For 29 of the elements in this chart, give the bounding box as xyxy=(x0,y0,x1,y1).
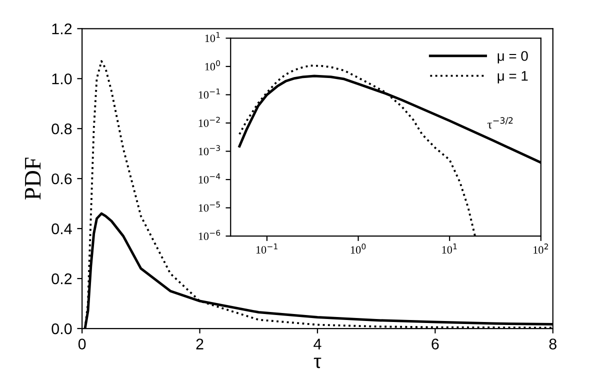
y-tick-label: 1.0 xyxy=(52,73,72,84)
y-tick-label: 0.8 xyxy=(52,123,72,134)
annotation: τ$^{−3/2}$ xyxy=(488,117,513,129)
legend-label: μ = 0 xyxy=(498,51,528,64)
y-tick-label: 10$^{−3}$ xyxy=(198,145,220,156)
x-tick-label: 0 xyxy=(78,338,86,350)
y-tick-label: 0.0 xyxy=(52,323,72,334)
x-tick-label: 10$^{1}$ xyxy=(442,244,457,254)
y-tick-label: 10$^{−2}$ xyxy=(198,116,220,127)
x-tick-label: 10$^{0}$ xyxy=(350,244,366,254)
x-tick-label: 10$^{−1}$ xyxy=(256,244,278,254)
y-tick-label: 10$^{1}$ xyxy=(205,32,220,42)
y-tick-label: 10$^{−6}$ xyxy=(198,230,220,240)
y-tick-label: 1.2 xyxy=(52,24,72,34)
y-tick-label: 0.2 xyxy=(52,273,72,284)
y-tick-label: 0.4 xyxy=(52,223,72,234)
y-tick-label: 0.6 xyxy=(52,173,72,184)
x-tick-label: 6 xyxy=(432,338,439,350)
x-axis-title: τ xyxy=(314,358,322,368)
x-tick-label: 8 xyxy=(549,338,556,350)
y-tick-label: 10$^{−4}$ xyxy=(198,173,220,184)
x-tick-label: 10$^{2}$ xyxy=(534,244,548,254)
x-tick-label: 2 xyxy=(196,338,204,350)
legend-label: μ = 1 xyxy=(498,71,528,84)
x-tick-label: 4 xyxy=(314,338,322,350)
y-tick-label: 10$^{−5}$ xyxy=(198,202,220,212)
y-axis-title: PDF xyxy=(25,158,41,200)
y-tick-label: 10$^{−1}$ xyxy=(198,88,220,99)
y-tick-label: 10$^{0}$ xyxy=(205,60,220,70)
